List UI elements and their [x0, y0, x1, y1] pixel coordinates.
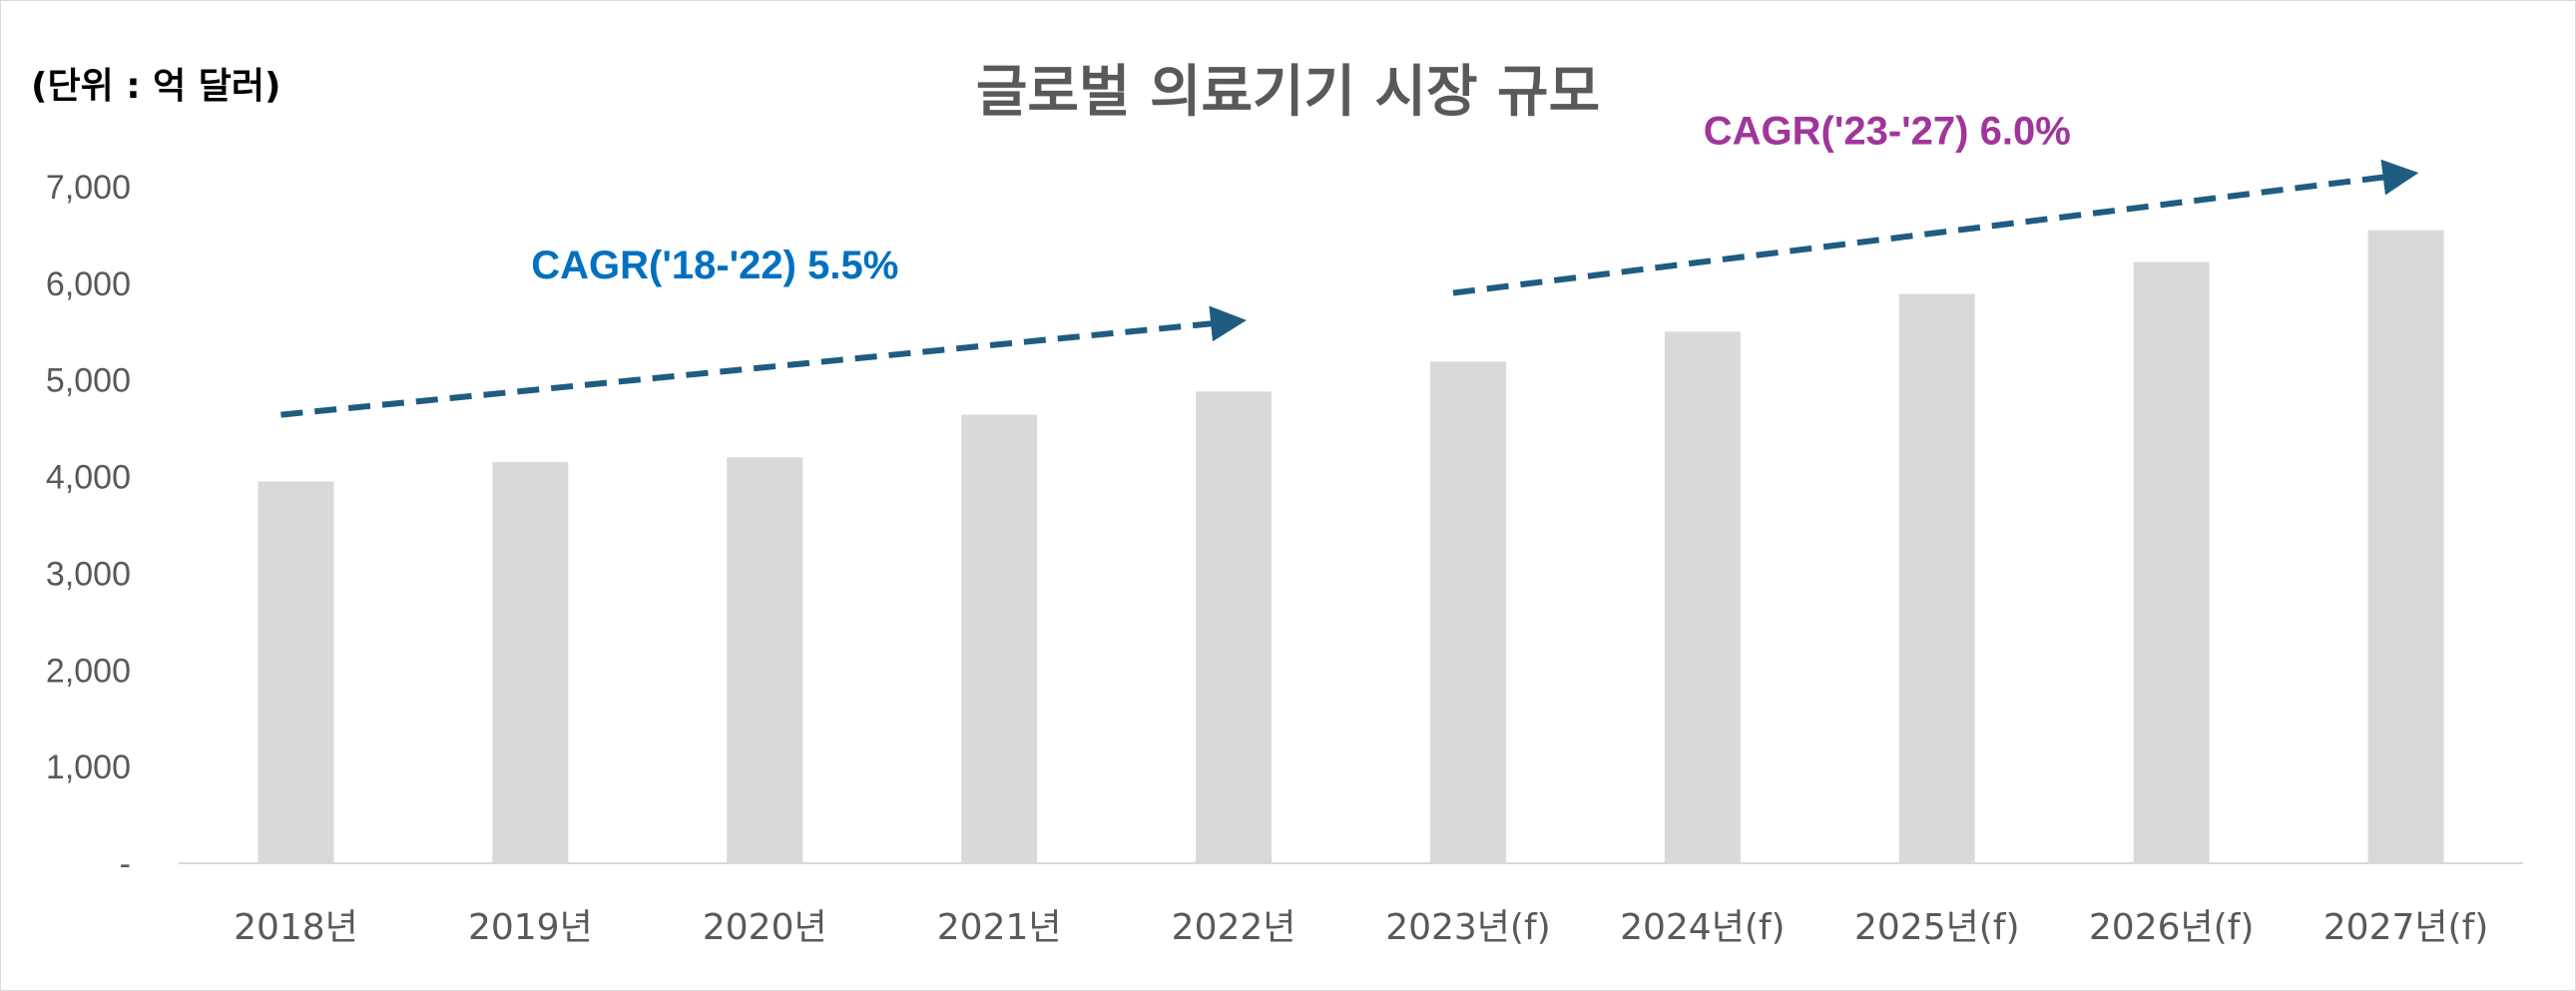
x-tick-label: 2023년(f) — [1385, 907, 1551, 948]
y-tick-label: 4,000 — [46, 459, 131, 497]
x-tick-label: 2021년 — [937, 907, 1062, 948]
y-tick-label: - — [120, 845, 131, 883]
x-tick-label: 2018년 — [234, 907, 358, 948]
y-tick-label: 6,000 — [46, 265, 131, 303]
y-tick-label: 5,000 — [46, 362, 131, 400]
x-tick-label: 2024년(f) — [1620, 907, 1786, 948]
y-tick-label: 7,000 — [46, 169, 131, 207]
y-tick-label: 3,000 — [46, 555, 131, 593]
bar-2022년 — [1196, 391, 1273, 863]
x-tick-label: 2025년(f) — [1854, 907, 2020, 948]
bar-2021년 — [961, 414, 1038, 863]
x-tick-label: 2020년 — [703, 907, 827, 948]
x-tick-label: 2022년 — [1172, 907, 1296, 948]
cagr-label-2: CAGR('23-'27) 6.0% — [1704, 109, 2071, 153]
cagr-label-1: CAGR('18-'22) 5.5% — [531, 244, 898, 287]
y-tick-label: 2,000 — [46, 652, 131, 690]
x-tick-label: 2019년 — [468, 907, 593, 948]
bar-2025년(f) — [1898, 293, 1975, 863]
unit-label: (단위 : 억 달러) — [31, 66, 281, 107]
bar-2018년 — [258, 481, 334, 863]
x-tick-label: 2026년(f) — [2089, 907, 2255, 948]
cagr-arrow-2 — [1452, 159, 2419, 296]
bar-2026년(f) — [2133, 261, 2210, 863]
bar-2020년 — [727, 457, 803, 863]
bar-2019년 — [492, 462, 569, 863]
y-tick-label: 1,000 — [46, 748, 131, 786]
bar-2024년(f) — [1664, 331, 1741, 863]
chart-title: 글로벌 의료기기 시장 규모 — [975, 60, 1601, 125]
bar-2027년(f) — [2367, 230, 2444, 864]
cagr-arrow-1 — [280, 305, 1247, 418]
bar-2023년(f) — [1429, 361, 1506, 863]
x-tick-label: 2027년(f) — [2323, 907, 2489, 948]
